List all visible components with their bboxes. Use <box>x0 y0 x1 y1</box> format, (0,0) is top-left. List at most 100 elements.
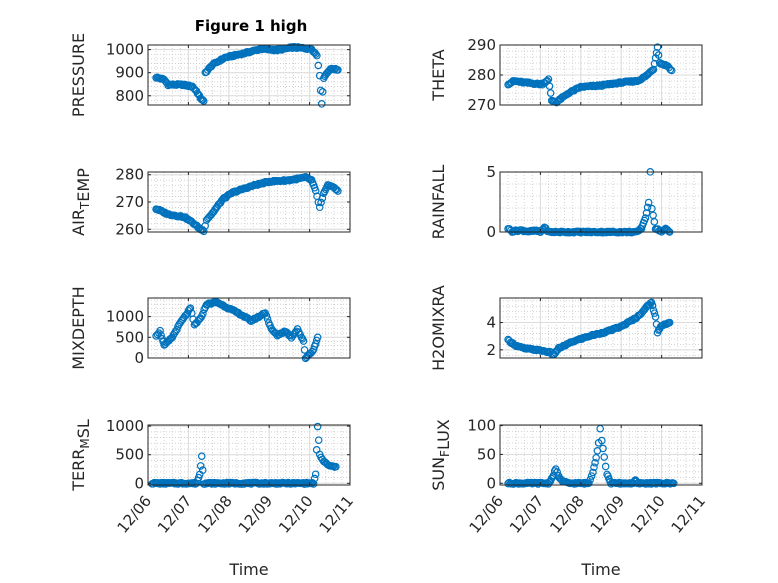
axes-outline <box>499 171 703 233</box>
data-point <box>544 75 553 83</box>
data-point <box>591 458 599 467</box>
data-point <box>667 66 676 75</box>
data-point <box>198 96 207 104</box>
y-tick-label: 270 <box>115 193 144 211</box>
axes-outline <box>147 44 351 106</box>
y-tick-label: 260 <box>115 220 144 238</box>
data-point <box>199 227 208 236</box>
data-point <box>652 48 661 57</box>
data-point <box>198 226 207 234</box>
x-tick-label: 12/06 <box>113 492 155 537</box>
data-point <box>334 66 342 74</box>
data-point <box>159 337 167 346</box>
subplot-pressure: 800 900 1000 PRESSURE <box>69 33 351 117</box>
data-point <box>642 209 651 217</box>
y-tick-label: 0 <box>486 223 496 241</box>
data-point <box>317 198 325 207</box>
y-axis-label: THETA <box>429 49 448 101</box>
data-point <box>262 312 271 320</box>
data-point <box>665 479 673 487</box>
axes-box <box>147 297 351 359</box>
data-series <box>504 424 678 488</box>
data-point <box>589 468 597 477</box>
subplot-airtemp: 260 270 280 AIRTEMP <box>69 166 351 238</box>
data-point <box>586 475 595 484</box>
data-point <box>535 227 543 235</box>
x-tick-label: 12/11 <box>667 492 709 537</box>
x-tick-label: 12/07 <box>506 492 548 537</box>
y-tick-label: 5 <box>486 163 496 181</box>
data-point <box>317 100 326 108</box>
x-axis-label: Time <box>228 560 268 579</box>
data-point <box>311 340 320 348</box>
y-axis-label: RAINFALL <box>429 165 448 240</box>
y-tick-label: 500 <box>115 328 144 346</box>
y-tick-label: 1000 <box>106 308 144 326</box>
x-tick-label: 12/06 <box>465 492 507 537</box>
x-tick-label: 12/07 <box>154 492 196 537</box>
data-point <box>314 436 323 444</box>
data-point <box>332 185 341 194</box>
y-tick-label: 0 <box>134 474 144 492</box>
y-axis-label: H2OMIXRA <box>429 285 448 371</box>
data-point <box>604 227 613 236</box>
y-tick-label: 280 <box>467 66 496 84</box>
data-point <box>312 50 320 58</box>
y-axis-label: TERRMSL <box>69 419 93 492</box>
y-tick-label: 1000 <box>106 41 144 59</box>
data-point <box>648 301 657 310</box>
data-point <box>592 453 600 462</box>
data-point <box>185 305 194 313</box>
data-point <box>663 226 672 234</box>
axes-outline <box>499 297 703 359</box>
data-point <box>318 88 327 96</box>
data-series <box>152 297 322 363</box>
data-point <box>318 194 327 202</box>
data-point <box>310 474 319 483</box>
data-point <box>600 453 609 461</box>
axes-box <box>499 424 703 486</box>
data-point <box>332 462 340 471</box>
data-point <box>650 309 659 317</box>
y-axis-label: AIRTEMP <box>69 168 93 236</box>
data-point <box>196 462 205 470</box>
data-point <box>182 311 191 319</box>
subplot-terrmsl: 0 500 1000 TERRMSL 12/0612/0712/0812/0912/10… <box>69 417 357 579</box>
x-tick-label: 12/09 <box>587 492 629 537</box>
subplot-sunflux: 0 50 100 SUNFLUX 12/0612/0712/0812/0912/1012… <box>429 417 709 579</box>
y-tick-label: 50 <box>477 445 496 463</box>
axes-box <box>499 171 703 233</box>
data-point <box>585 479 593 487</box>
data-point <box>169 331 178 339</box>
data-point <box>650 218 659 226</box>
data-point <box>654 51 663 59</box>
data-point <box>316 86 325 95</box>
data-point <box>314 198 323 207</box>
x-tick-label: 12/10 <box>275 492 317 537</box>
data-point <box>599 444 607 453</box>
data-series <box>148 422 340 488</box>
data-point <box>598 436 606 445</box>
x-tick-label: 12/10 <box>627 492 669 537</box>
data-point <box>334 187 342 195</box>
data-point <box>651 313 660 321</box>
data-point <box>644 198 653 207</box>
data-point <box>156 326 164 335</box>
data-series <box>152 42 342 108</box>
data-point <box>545 82 554 90</box>
data-point <box>199 309 207 318</box>
subplot-mixdepth: 0 500 1000 MIXDEPTH <box>69 286 351 370</box>
data-point <box>186 304 195 312</box>
subplot-theta: 270 280 290 THETA <box>429 36 703 114</box>
data-point <box>263 315 272 323</box>
y-tick-label: 280 <box>115 166 144 184</box>
data-series <box>504 298 674 359</box>
data-point <box>300 346 309 354</box>
axes-outline <box>499 424 703 486</box>
data-point <box>653 43 662 51</box>
data-series <box>504 43 676 107</box>
y-tick-label: 0 <box>486 474 496 492</box>
data-point <box>299 337 308 345</box>
y-tick-label: 800 <box>115 87 144 105</box>
x-axis-label: Time <box>580 560 620 579</box>
